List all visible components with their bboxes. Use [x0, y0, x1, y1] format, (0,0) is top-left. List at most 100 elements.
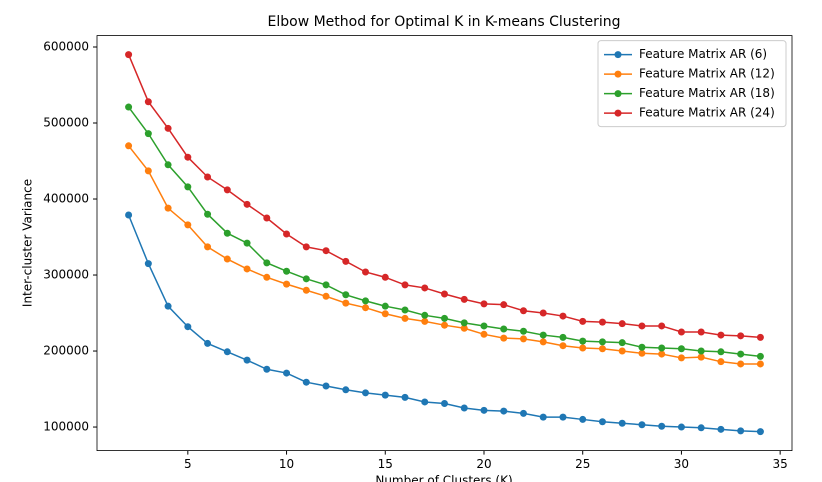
data-point	[401, 306, 409, 314]
chart-title: Elbow Method for Optimal K in K-means Cl…	[268, 14, 621, 30]
x-tick-label: 35	[773, 457, 788, 471]
data-point	[519, 327, 527, 335]
data-point	[559, 413, 567, 421]
data-point	[480, 300, 488, 308]
data-point	[144, 260, 152, 268]
data-point	[756, 352, 764, 360]
data-point	[638, 421, 646, 429]
data-point	[283, 267, 291, 275]
legend-marker	[614, 109, 622, 117]
data-point	[362, 268, 370, 276]
data-point	[519, 307, 527, 315]
data-point	[460, 319, 468, 327]
legend: Feature Matrix AR (6) Feature Matrix AR (…	[597, 40, 787, 128]
data-point	[401, 393, 409, 401]
data-point	[322, 281, 330, 289]
data-point	[559, 342, 567, 350]
data-point	[756, 333, 764, 341]
data-point	[559, 333, 567, 341]
y-tick-label: 300000	[43, 268, 89, 282]
data-point	[638, 343, 646, 351]
data-point	[283, 230, 291, 238]
data-point	[302, 378, 310, 386]
legend-marker	[614, 51, 622, 59]
data-point	[164, 204, 172, 212]
data-point	[717, 348, 725, 356]
data-point	[302, 243, 310, 251]
data-point	[401, 314, 409, 322]
data-point	[204, 210, 212, 218]
y-tick-label: 200000	[43, 344, 89, 358]
data-point	[598, 338, 606, 346]
data-point	[579, 344, 587, 352]
data-point	[302, 275, 310, 283]
data-point	[658, 344, 666, 352]
data-point	[539, 338, 547, 346]
data-point	[519, 409, 527, 417]
data-point	[539, 309, 547, 317]
data-point	[480, 322, 488, 330]
data-point	[263, 365, 271, 373]
data-point	[441, 314, 448, 322]
data-point	[559, 312, 567, 320]
data-point	[658, 422, 666, 430]
data-point	[618, 320, 626, 328]
data-point	[283, 280, 291, 288]
data-point	[717, 425, 725, 433]
data-point	[677, 328, 685, 336]
data-point	[421, 317, 429, 325]
x-tick-label: 20	[476, 457, 491, 471]
data-point	[381, 273, 389, 281]
data-point	[381, 391, 389, 399]
data-point	[500, 301, 508, 309]
data-point	[677, 354, 685, 362]
legend-label: Feature Matrix AR (18)	[639, 86, 775, 100]
legend-label: Feature Matrix AR (12)	[639, 67, 775, 81]
data-point	[441, 321, 448, 329]
data-point	[401, 281, 409, 289]
data-point	[756, 428, 764, 436]
data-point	[500, 325, 508, 333]
data-point	[677, 423, 685, 431]
data-point	[263, 273, 271, 281]
data-point	[322, 292, 330, 300]
data-point	[144, 130, 152, 138]
plot-frame	[96, 35, 793, 451]
legend-box	[597, 40, 787, 128]
data-point	[598, 318, 606, 326]
legend-marker	[614, 90, 622, 98]
data-point	[618, 419, 626, 427]
y-tick-label: 500000	[43, 116, 89, 130]
data-point	[243, 356, 251, 364]
data-point	[125, 142, 133, 150]
y-tick-label: 100000	[43, 420, 89, 434]
data-point	[342, 257, 350, 265]
y-tick-label: 600000	[43, 40, 89, 54]
data-point	[342, 386, 350, 394]
data-point	[362, 297, 370, 305]
data-point	[519, 335, 527, 343]
data-point	[598, 345, 606, 353]
x-tick-label: 30	[674, 457, 689, 471]
data-point	[283, 369, 291, 377]
data-point	[243, 239, 251, 247]
data-point	[421, 284, 429, 292]
data-point	[362, 389, 370, 397]
data-point	[579, 317, 587, 325]
data-point	[717, 331, 725, 339]
data-point	[539, 413, 547, 421]
data-point	[223, 255, 231, 263]
data-point	[480, 406, 488, 414]
data-point	[658, 322, 666, 330]
data-point	[243, 200, 251, 208]
data-point	[223, 229, 231, 237]
data-point	[579, 337, 587, 345]
data-point	[223, 186, 231, 194]
data-point	[184, 183, 192, 191]
data-point	[618, 347, 626, 355]
data-point	[697, 347, 705, 355]
data-point	[598, 418, 606, 426]
data-point	[322, 247, 330, 255]
data-point	[125, 211, 133, 219]
